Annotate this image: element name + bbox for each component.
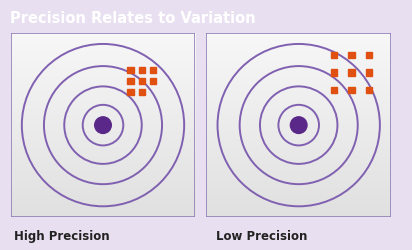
Bar <box>127 67 134 74</box>
Bar <box>127 89 134 96</box>
Bar <box>348 52 354 59</box>
Text: Precision Relates to Variation: Precision Relates to Variation <box>10 11 256 26</box>
Bar <box>150 78 156 85</box>
Bar <box>138 89 145 96</box>
Circle shape <box>95 117 111 134</box>
Text: High Precision: High Precision <box>14 229 110 242</box>
Bar <box>365 70 372 76</box>
Bar <box>365 52 372 59</box>
Bar <box>365 88 372 94</box>
Bar <box>138 67 145 74</box>
Circle shape <box>290 117 307 134</box>
Bar <box>348 88 354 94</box>
Bar <box>330 70 337 76</box>
Bar <box>348 70 354 76</box>
Bar <box>330 88 337 94</box>
Bar <box>127 78 134 85</box>
Bar <box>150 67 156 74</box>
Bar <box>138 78 145 85</box>
Bar <box>330 52 337 59</box>
Text: Low Precision: Low Precision <box>216 229 308 242</box>
